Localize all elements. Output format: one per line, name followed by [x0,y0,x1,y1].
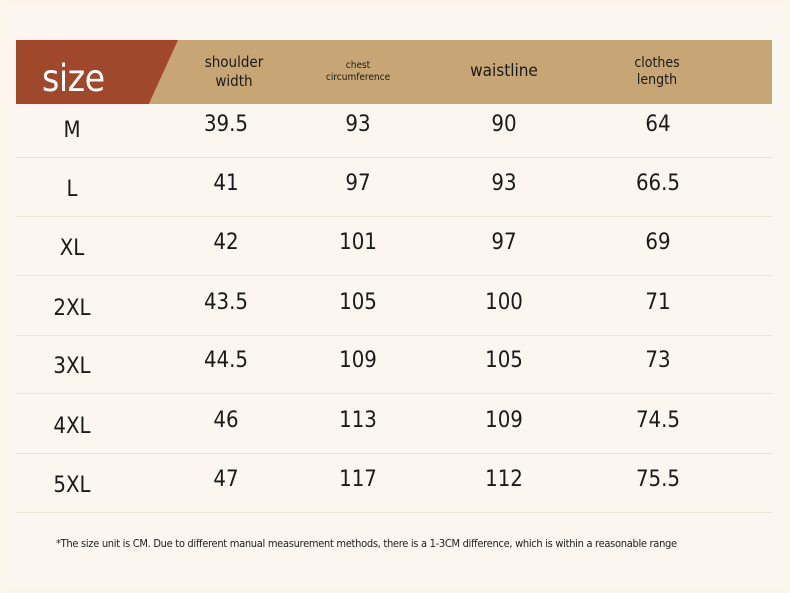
cell-chest-circumference: 109 [339,347,377,373]
row-divider [16,453,772,454]
table-row: 3XL 44.5 109 105 73 [16,335,772,394]
cell-chest-circumference: 93 [345,111,371,137]
header-chest-line2: circumference [325,72,391,83]
size-header-label: size [42,57,105,100]
row-divider [16,393,772,394]
table-row: L 41 97 93 66.5 [16,158,772,217]
row-divider [16,157,772,158]
header-length-line1: clothes [634,54,680,71]
measurement-footnote: *The size unit is CM. Due to different m… [56,537,677,550]
cell-chest-circumference: 105 [339,289,377,315]
cell-shoulder-width: 44.5 [203,347,249,373]
size-header-tab [16,40,178,104]
cell-size: 2XL [53,295,91,321]
cell-clothes-length: 66.5 [635,170,681,196]
row-divider [16,335,772,336]
cell-size: M [63,117,81,143]
table-row: 5XL 47 117 112 75.5 [16,454,772,513]
header-chest-line1: chest [345,59,371,71]
cell-clothes-length: 64 [645,111,671,137]
cell-chest-circumference: 97 [345,170,371,196]
cell-waistline: 100 [485,289,523,315]
cell-waistline: 112 [485,466,523,492]
cell-chest-circumference: 101 [339,229,377,255]
table-row: 4XL 46 113 109 74.5 [16,395,772,454]
cell-clothes-length: 75.5 [635,466,681,492]
cell-waistline: 93 [491,170,517,196]
cell-shoulder-width: 47 [213,466,239,492]
cell-waistline: 97 [491,229,517,255]
cell-waistline: 109 [485,407,523,433]
cell-chest-circumference: 117 [339,466,377,492]
header-length-line2: length [636,72,678,88]
header-clothes-length: clothes length [608,40,706,104]
cell-clothes-length: 74.5 [635,407,681,433]
cell-shoulder-width: 42 [213,229,239,255]
table-row: 2XL 43.5 105 100 71 [16,277,772,336]
header-chest-circumference: chest circumference [306,40,410,104]
cell-size: 5XL [53,472,91,498]
table-row: M 39.5 93 90 64 [16,99,772,158]
cell-waistline: 105 [485,347,523,373]
cell-size: L [66,176,78,202]
row-divider [16,216,772,217]
table-row: XL 42 101 97 69 [16,217,772,276]
cell-clothes-length: 69 [645,229,671,255]
row-divider [16,275,772,276]
cell-shoulder-width: 41 [213,170,239,196]
header-waistline: waistline [470,61,538,82]
cell-size: 4XL [53,413,91,439]
row-divider [16,512,772,513]
cell-size: 3XL [53,353,91,379]
cell-size: XL [59,235,85,261]
cell-shoulder-width: 46 [213,407,239,433]
cell-waistline: 90 [491,111,517,137]
table-header [16,40,772,104]
header-shoulder-line1: shoulder [204,53,264,72]
header-shoulder-line2: width [215,72,253,90]
cell-shoulder-width: 39.5 [203,111,249,137]
cell-clothes-length: 71 [645,289,671,315]
cell-chest-circumference: 113 [339,407,377,433]
cell-shoulder-width: 43.5 [203,289,249,315]
cell-clothes-length: 73 [645,347,671,373]
header-shoulder-width: shoulder width [186,40,282,104]
